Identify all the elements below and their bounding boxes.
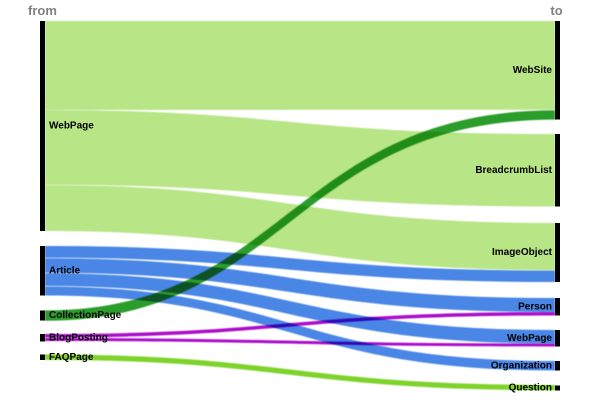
svg-text:CollectionPage: CollectionPage xyxy=(49,310,122,321)
svg-text:BlogPosting: BlogPosting xyxy=(49,332,108,343)
svg-text:WebPage: WebPage xyxy=(507,333,552,344)
svg-text:Organization: Organization xyxy=(491,360,552,371)
svg-text:Question: Question xyxy=(509,383,552,394)
svg-text:to: to xyxy=(550,3,562,18)
svg-text:from: from xyxy=(28,3,57,18)
svg-text:WebSite: WebSite xyxy=(513,65,553,76)
svg-text:WebPage: WebPage xyxy=(49,121,94,132)
svg-text:Person: Person xyxy=(518,301,552,312)
svg-text:ImageObject: ImageObject xyxy=(492,247,553,258)
svg-text:BreadcrumbList: BreadcrumbList xyxy=(475,165,552,176)
svg-text:Article: Article xyxy=(49,265,81,276)
svg-text:FAQPage: FAQPage xyxy=(49,352,94,363)
